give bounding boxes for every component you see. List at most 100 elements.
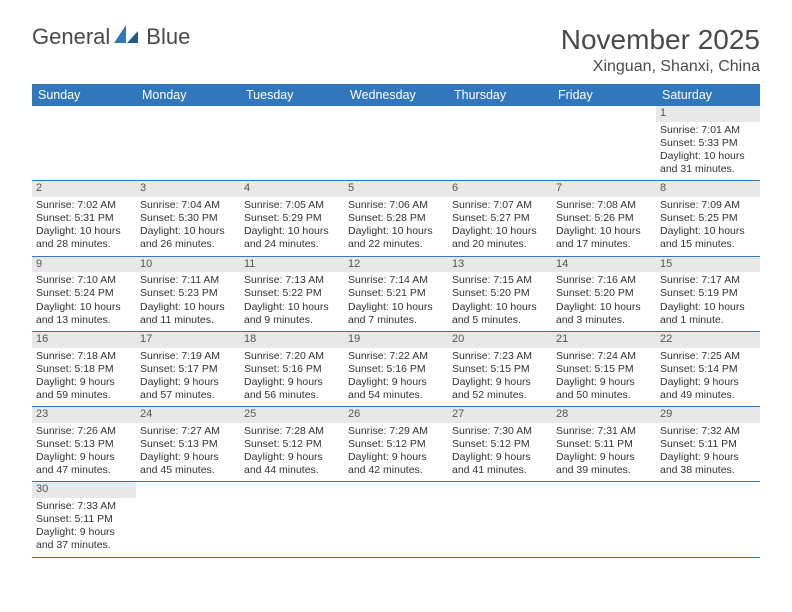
- day-body: Sunrise: 7:06 AMSunset: 5:28 PMDaylight:…: [344, 197, 448, 256]
- sunset-text: Sunset: 5:15 PM: [452, 363, 548, 376]
- sunset-text: Sunset: 5:26 PM: [556, 212, 652, 225]
- day-number: 21: [552, 332, 656, 348]
- sunrise-text: Sunrise: 7:07 AM: [452, 199, 548, 212]
- daylight-text: Daylight: 9 hours and 44 minutes.: [244, 451, 340, 477]
- weekday-monday: Monday: [136, 84, 240, 106]
- sunrise-text: Sunrise: 7:01 AM: [660, 124, 756, 137]
- day-cell: 29Sunrise: 7:32 AMSunset: 5:11 PMDayligh…: [656, 407, 760, 481]
- sunset-text: Sunset: 5:15 PM: [556, 363, 652, 376]
- sunset-text: Sunset: 5:13 PM: [36, 438, 132, 451]
- day-cell: 25 Sunrise: 7:28 AMSunset: 5:12 PMDayligh…: [240, 407, 344, 481]
- empty-cell: [32, 106, 136, 180]
- day-cell: 9Sunrise: 7:10 AMSunset: 5:24 PMDaylight…: [32, 257, 136, 331]
- sunrise-text: Sunrise: 7:30 AM: [452, 425, 548, 438]
- daylight-text: Daylight: 9 hours and 37 minutes.: [36, 526, 132, 552]
- day-number: 3: [136, 181, 240, 197]
- daylight-text: Daylight: 10 hours and 1 minute.: [660, 301, 756, 327]
- day-body: Sunrise: 7:29 AMSunset: 5:12 PMDaylight:…: [344, 423, 448, 482]
- sunrise-text: Sunrise: 7:28 AM: [244, 425, 340, 438]
- day-body: Sunrise: 7:01 AMSunset: 5:33 PMDaylight:…: [656, 122, 760, 181]
- daylight-text: Daylight: 10 hours and 3 minutes.: [556, 301, 652, 327]
- sunrise-text: Sunrise: 7:18 AM: [36, 350, 132, 363]
- empty-cell: [448, 106, 552, 180]
- day-number: 2: [32, 181, 136, 197]
- day-cell: 26Sunrise: 7:29 AMSunset: 5:12 PMDayligh…: [344, 407, 448, 481]
- day-cell: 17Sunrise: 7:19 AMSunset: 5:17 PMDayligh…: [136, 332, 240, 406]
- day-number: 25: [240, 407, 344, 423]
- day-cell: 12Sunrise: 7:14 AMSunset: 5:21 PMDayligh…: [344, 257, 448, 331]
- week-row: 2Sunrise: 7:02 AMSunset: 5:31 PMDaylight…: [32, 181, 760, 256]
- sunset-text: Sunset: 5:18 PM: [36, 363, 132, 376]
- weekday-friday: Friday: [552, 84, 656, 106]
- day-body: Sunrise: 7:19 AMSunset: 5:17 PMDaylight:…: [136, 348, 240, 407]
- sunset-text: Sunset: 5:27 PM: [452, 212, 548, 225]
- daylight-text: Daylight: 9 hours and 38 minutes.: [660, 451, 756, 477]
- sunset-text: Sunset: 5:25 PM: [660, 212, 756, 225]
- weekday-thursday: Thursday: [448, 84, 552, 106]
- day-number: 30: [32, 482, 136, 498]
- weekday-tuesday: Tuesday: [240, 84, 344, 106]
- sunset-text: Sunset: 5:30 PM: [140, 212, 236, 225]
- day-body: Sunrise: 7:15 AMSunset: 5:20 PMDaylight:…: [448, 272, 552, 331]
- sunrise-text: Sunrise: 7:16 AM: [556, 274, 652, 287]
- daylight-text: Daylight: 9 hours and 49 minutes.: [660, 376, 756, 402]
- weekday-sunday: Sunday: [32, 84, 136, 106]
- sunrise-text: Sunrise: 7:24 AM: [556, 350, 652, 363]
- day-number: 28: [552, 407, 656, 423]
- day-number: 20: [448, 332, 552, 348]
- daylight-text: Daylight: 9 hours and 41 minutes.: [452, 451, 548, 477]
- day-body: Sunrise: 7:05 AMSunset: 5:29 PMDaylight:…: [240, 197, 344, 256]
- day-cell: 11Sunrise: 7:13 AMSunset: 5:22 PMDayligh…: [240, 257, 344, 331]
- daylight-text: Daylight: 10 hours and 9 minutes.: [244, 301, 340, 327]
- daylight-text: Daylight: 9 hours and 42 minutes.: [348, 451, 444, 477]
- day-cell: 22Sunrise: 7:25 AMSunset: 5:14 PMDayligh…: [656, 332, 760, 406]
- day-cell: 23Sunrise: 7:26 AMSunset: 5:13 PMDayligh…: [32, 407, 136, 481]
- sunrise-text: Sunrise: 7:06 AM: [348, 199, 444, 212]
- day-number: 4: [240, 181, 344, 197]
- sunrise-text: Sunrise: 7:20 AM: [244, 350, 340, 363]
- sunrise-text: Sunrise: 7:32 AM: [660, 425, 756, 438]
- day-number: 23: [32, 407, 136, 423]
- day-cell: 13Sunrise: 7:15 AMSunset: 5:20 PMDayligh…: [448, 257, 552, 331]
- day-number: 9: [32, 257, 136, 273]
- sunset-text: Sunset: 5:13 PM: [140, 438, 236, 451]
- sunrise-text: Sunrise: 7:09 AM: [660, 199, 756, 212]
- day-cell: 3Sunrise: 7:04 AMSunset: 5:30 PMDaylight…: [136, 181, 240, 255]
- sunrise-text: Sunrise: 7:05 AM: [244, 199, 340, 212]
- daylight-text: Daylight: 10 hours and 15 minutes.: [660, 225, 756, 251]
- month-title: November 2025: [561, 24, 760, 56]
- sunrise-text: Sunrise: 7:33 AM: [36, 500, 132, 513]
- sunset-text: Sunset: 5:11 PM: [556, 438, 652, 451]
- sunrise-text: Sunrise: 7:08 AM: [556, 199, 652, 212]
- day-body: Sunrise: 7:17 AMSunset: 5:19 PMDaylight:…: [656, 272, 760, 331]
- daylight-text: Daylight: 9 hours and 45 minutes.: [140, 451, 236, 477]
- day-cell: 4Sunrise: 7:05 AMSunset: 5:29 PMDaylight…: [240, 181, 344, 255]
- sunset-text: Sunset: 5:12 PM: [244, 438, 340, 451]
- week-row: 9Sunrise: 7:10 AMSunset: 5:24 PMDaylight…: [32, 257, 760, 332]
- day-number: 27: [448, 407, 552, 423]
- day-cell: 2Sunrise: 7:02 AMSunset: 5:31 PMDaylight…: [32, 181, 136, 255]
- day-number: 17: [136, 332, 240, 348]
- sunset-text: Sunset: 5:17 PM: [140, 363, 236, 376]
- sunset-text: Sunset: 5:29 PM: [244, 212, 340, 225]
- daylight-text: Daylight: 9 hours and 39 minutes.: [556, 451, 652, 477]
- day-number: 19: [344, 332, 448, 348]
- daylight-text: Daylight: 9 hours and 59 minutes.: [36, 376, 132, 402]
- location-text: Xinguan, Shanxi, China: [561, 58, 760, 76]
- empty-cell: [552, 482, 656, 556]
- day-cell: 10Sunrise: 7:11 AMSunset: 5:23 PMDayligh…: [136, 257, 240, 331]
- day-cell: 16Sunrise: 7:18 AMSunset: 5:18 PMDayligh…: [32, 332, 136, 406]
- day-cell: 15Sunrise: 7:17 AMSunset: 5:19 PMDayligh…: [656, 257, 760, 331]
- sunset-text: Sunset: 5:19 PM: [660, 287, 756, 300]
- brand-logo: General Blue: [32, 24, 190, 50]
- sunset-text: Sunset: 5:12 PM: [348, 438, 444, 451]
- daylight-text: Daylight: 10 hours and 22 minutes.: [348, 225, 444, 251]
- daylight-text: Daylight: 9 hours and 56 minutes.: [244, 376, 340, 402]
- sunset-text: Sunset: 5:23 PM: [140, 287, 236, 300]
- day-cell: 7Sunrise: 7:08 AMSunset: 5:26 PMDaylight…: [552, 181, 656, 255]
- sunrise-text: Sunrise: 7:10 AM: [36, 274, 132, 287]
- sunset-text: Sunset: 5:31 PM: [36, 212, 132, 225]
- sunset-text: Sunset: 5:28 PM: [348, 212, 444, 225]
- day-body: Sunrise: 7:22 AMSunset: 5:16 PMDaylight:…: [344, 348, 448, 407]
- day-cell: 20Sunrise: 7:23 AMSunset: 5:15 PMDayligh…: [448, 332, 552, 406]
